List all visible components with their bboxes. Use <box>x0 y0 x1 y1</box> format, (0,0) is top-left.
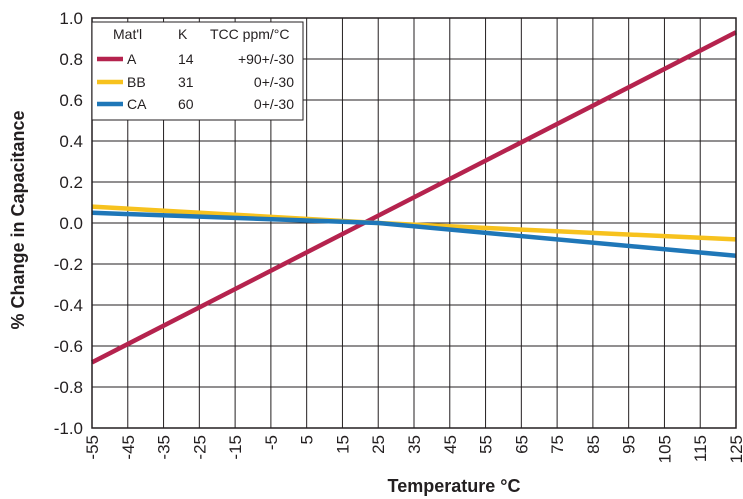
y-tick-label: -1.0 <box>54 419 83 438</box>
legend-k-bb: 31 <box>178 74 194 90</box>
y-axis-title: % Change in Capacitance <box>8 110 28 329</box>
y-tick-label: 0.8 <box>59 50 83 69</box>
legend-k-a: 14 <box>178 51 194 67</box>
x-axis-title: Temperature °C <box>388 476 521 496</box>
x-tick-label: -45 <box>119 435 138 460</box>
legend-k-ca: 60 <box>178 96 194 112</box>
x-tick-label: 65 <box>512 435 531 454</box>
x-tick-label: 15 <box>333 435 352 454</box>
y-tick-label: 0.6 <box>59 91 83 110</box>
legend-material-ca: CA <box>127 96 147 112</box>
y-tick-label: -0.4 <box>54 296 83 315</box>
x-tick-label: -15 <box>226 435 245 460</box>
x-tick-label: 35 <box>405 435 424 454</box>
series-line-a <box>90 30 738 365</box>
x-tick-label: 25 <box>369 435 388 454</box>
y-tick-label: 1.0 <box>59 9 83 28</box>
x-tick-label: 125 <box>727 435 743 463</box>
x-tick-label: 5 <box>298 435 317 444</box>
x-tick-label: 85 <box>584 435 603 454</box>
y-tick-label: 0.4 <box>59 132 83 151</box>
y-tick-label: -0.2 <box>54 255 83 274</box>
y-tick-label: -0.6 <box>54 337 83 356</box>
legend-material-a: A <box>127 51 137 67</box>
x-tick-label: 105 <box>655 435 674 463</box>
legend-header-tcc: TCC ppm/°C <box>210 26 290 42</box>
legend-tcc-ca: 0+/-30 <box>254 96 294 112</box>
x-tick-label: 55 <box>477 435 496 454</box>
y-tick-labels: 1.0 0.8 0.6 0.4 0.2 0.0 -0.2 -0.4 -0.6 -0.8 -1.0 <box>54 9 83 438</box>
legend-tcc-bb: 0+/-30 <box>254 74 294 90</box>
y-tick-label: -0.8 <box>54 378 83 397</box>
legend-tcc-a: +90+/-30 <box>238 51 294 67</box>
legend-header-k: K <box>178 26 188 42</box>
x-tick-label: 115 <box>691 435 710 462</box>
y-tick-label: 0.0 <box>59 214 83 233</box>
x-tick-label: -35 <box>155 435 174 460</box>
legend-header-material: Mat'l <box>113 26 142 42</box>
legend-box <box>91 21 304 121</box>
x-tick-label: -25 <box>190 435 209 460</box>
x-tick-label: 95 <box>620 435 639 454</box>
plot-frame <box>91 17 737 429</box>
x-tick-labels: -55 -45 -35 -25 -15 -5 5 15 25 35 45 55 65 75 85 95 105 1… <box>83 435 743 463</box>
x-tick-label: 75 <box>548 435 567 454</box>
legend-material-bb: BB <box>127 74 146 90</box>
series-lines <box>90 30 738 365</box>
x-tick-label: 45 <box>441 435 460 454</box>
x-tick-label: -5 <box>262 435 281 450</box>
x-tick-label: -55 <box>83 435 102 460</box>
y-tick-label: 0.2 <box>59 173 83 192</box>
legend: Mat'l K TCC ppm/°C A 14 +90+/-30 BB 31 0… <box>91 21 304 121</box>
series-line-ca <box>91 210 737 259</box>
